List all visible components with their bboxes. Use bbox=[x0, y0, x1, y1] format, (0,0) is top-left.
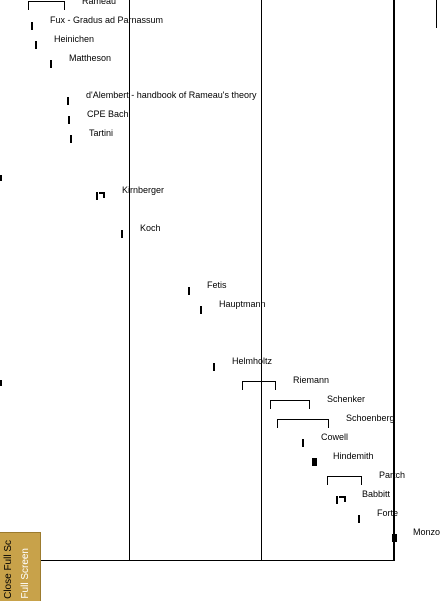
timeline-label: Forte bbox=[377, 508, 399, 518]
timeline-tick bbox=[312, 458, 317, 466]
right-axis-line bbox=[393, 0, 395, 561]
timeline-range-bar bbox=[28, 1, 65, 10]
timeline-tick bbox=[31, 22, 33, 30]
timeline-baseline bbox=[40, 560, 394, 561]
timeline-range-bar bbox=[327, 476, 362, 485]
timeline-label: Fetis bbox=[207, 280, 227, 290]
timeline-label: Fux - Gradus ad Parnassum bbox=[50, 15, 164, 25]
left-edge-mark bbox=[0, 175, 2, 181]
timeline-label: Monzo bbox=[413, 527, 440, 537]
timeline-range-bar bbox=[242, 381, 276, 390]
timeline-label: Kirnberger bbox=[122, 185, 165, 195]
timeline-label: Mattheson bbox=[69, 53, 112, 63]
timeline-tick bbox=[344, 496, 346, 502]
timeline-tick bbox=[213, 363, 215, 371]
timeline-tick bbox=[339, 496, 344, 498]
left-edge-mark bbox=[0, 380, 2, 386]
timeline-label: Riemann bbox=[293, 375, 330, 385]
timeline-tick bbox=[336, 496, 338, 504]
timeline-tick bbox=[392, 534, 397, 542]
timeline-label: Partch bbox=[379, 470, 406, 480]
timeline-label: Cowell bbox=[321, 432, 349, 442]
timeline-label: Helmholtz bbox=[232, 356, 273, 366]
timeline-tick bbox=[70, 135, 72, 143]
timeline-label: Tartini bbox=[89, 128, 114, 138]
timeline-tick bbox=[103, 192, 105, 198]
close-full-screen-button[interactable]: Close Full Sc bbox=[3, 540, 14, 599]
timeline-label: Schenker bbox=[327, 394, 366, 404]
grid-line bbox=[129, 0, 130, 561]
timeline-range-bar bbox=[270, 400, 310, 409]
timeline-label: CPE Bach bbox=[87, 109, 129, 119]
timeline-tick bbox=[302, 439, 304, 447]
timeline-label: Schoenberg bbox=[346, 413, 395, 423]
timeline-tick bbox=[50, 60, 52, 68]
timeline-label: Babbitt bbox=[362, 489, 391, 499]
full-screen-button[interactable]: Full Screen bbox=[20, 548, 31, 599]
timeline-tick bbox=[121, 230, 123, 238]
timeline-label: d'Alembert - handbook of Rameau's theory bbox=[86, 90, 257, 100]
timeline-tick bbox=[200, 306, 202, 314]
timeline-tick bbox=[67, 97, 69, 105]
timeline-label: Koch bbox=[140, 223, 161, 233]
timeline-tick bbox=[68, 116, 70, 124]
right-edge-tick bbox=[436, 0, 437, 28]
timeline-tick bbox=[188, 287, 190, 295]
timeline-label: Hindemith bbox=[333, 451, 374, 461]
timeline-label: Heinichen bbox=[54, 34, 95, 44]
timeline-label: Rameau bbox=[82, 0, 117, 6]
timeline-tick bbox=[358, 515, 360, 523]
timeline-tick bbox=[35, 41, 37, 49]
grid-line bbox=[261, 0, 262, 561]
timeline-tick bbox=[96, 192, 98, 200]
fullscreen-panel: Close Full Sc Full Screen bbox=[0, 532, 41, 601]
timeline-tick bbox=[99, 192, 103, 194]
timeline-label: Hauptmann bbox=[219, 299, 266, 309]
timeline-range-bar bbox=[277, 419, 329, 428]
